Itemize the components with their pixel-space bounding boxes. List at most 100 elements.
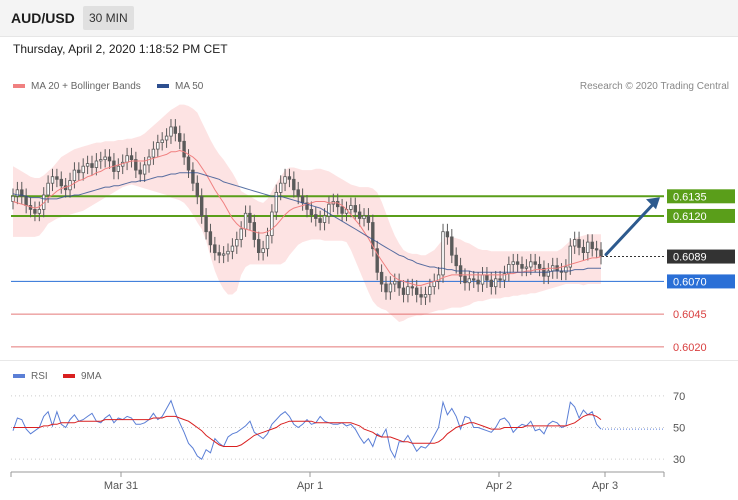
candle [586,234,590,261]
level-label-bg [667,189,735,204]
candle [235,231,239,254]
candle [489,272,493,295]
candle-body [410,286,414,289]
candle-body [493,278,498,288]
candle-body [142,164,147,175]
candle-body [485,274,489,281]
candle [274,184,278,220]
candle-body [103,156,107,160]
candle-body [520,263,524,269]
candle [305,195,309,218]
candle-body [11,195,15,202]
candle-body [292,178,296,191]
candle [594,240,599,258]
candle [463,268,467,291]
candle-body [195,182,199,197]
candle-body [533,261,537,265]
candle-body [156,142,160,150]
level-label-bg [667,208,735,223]
candle [568,238,572,275]
candle-body [314,214,318,219]
candle-body [305,202,309,210]
candle [296,181,300,205]
timeframe-button[interactable]: 30 MIN [83,6,134,30]
candle-body [445,231,450,238]
candle [208,223,213,253]
candle [226,243,230,262]
level-label-text: 0.6089 [673,252,707,264]
candle-body [182,140,186,158]
level-label-text: 0.6135 [673,191,707,203]
candle [191,162,195,192]
candle-body [362,215,366,219]
candle-body [235,239,239,247]
rsi-legend-label: RSI [31,371,48,382]
rsi-tick-label: 50 [673,423,685,435]
candle [340,198,344,222]
candle [99,151,103,169]
candles [11,119,603,305]
candle [445,223,450,245]
candle-body [129,155,134,160]
candle [85,155,90,175]
candle-body [467,278,471,284]
candle [546,263,550,285]
candle [318,210,322,231]
price-legend-ma20: MA 20 + Bollinger Bands [13,81,141,92]
candle [441,223,445,283]
candle [322,208,327,231]
candle-body [388,283,393,293]
candle [581,239,586,261]
candle-body [335,201,340,208]
candle [147,149,151,173]
candle-body [256,239,261,254]
candle-body [213,244,217,254]
candle [423,286,428,305]
candle-body [511,261,515,265]
level-label: 0.6135 [667,189,735,204]
candle-body [406,286,410,296]
candle-body [392,280,397,285]
candle-body [375,248,379,273]
candle [129,147,134,168]
candle-body [419,294,423,298]
candle-body [85,163,90,167]
candle-body [125,155,129,163]
candle-body [463,275,467,284]
ma50-swatch [157,84,169,89]
candle [182,133,186,165]
candle [283,168,287,192]
candle [498,270,502,288]
candle-body [173,126,177,134]
candle-body [265,235,270,250]
candle-body [586,241,590,254]
x-tick-label: Apr 2 [486,480,512,492]
price-legend-ma50: MA 50 [157,81,203,92]
candle [217,244,221,264]
candle-body [55,176,59,180]
candle-body [107,156,112,162]
level-label-bg [667,249,735,264]
x-tick-label: Apr 1 [297,480,323,492]
x-tick-label: Apr 3 [592,480,618,492]
candle-body [204,215,208,233]
candle-body [77,169,81,174]
candle [366,208,371,231]
candle [327,196,331,224]
candle [371,214,375,257]
candle [239,221,243,248]
candle-body [94,160,99,168]
candle [388,276,393,300]
candle-body [515,261,520,265]
candle-body [33,208,37,214]
candle [151,141,156,165]
candle-body [599,249,603,257]
candle [160,132,164,151]
candle [77,162,81,181]
level-label-text: 0.6120 [673,211,707,223]
candle [577,231,581,256]
candle-body [37,208,41,214]
candle [362,208,366,227]
panel-divider [0,360,738,361]
candle [419,286,423,305]
